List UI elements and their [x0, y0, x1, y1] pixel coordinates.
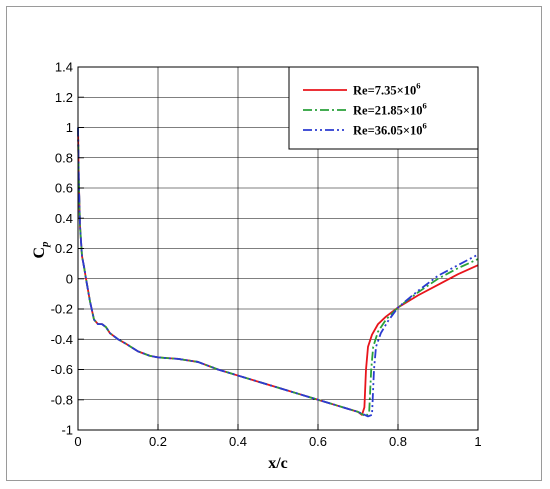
x-tick-label: 0.2: [149, 434, 167, 449]
x-axis-title: x/c: [268, 455, 288, 472]
y-tick-label: 0.4: [55, 211, 73, 226]
x-tick-label: 0.8: [389, 434, 407, 449]
axis-ticks: 0 0.2 0.4 0.6 0.8 1 -1 -0.8 -0.6 -0.4 -0.2 0 0.2 0.4 0…: [51, 60, 482, 450]
y-tick-label: -1: [61, 423, 73, 438]
x-tick-label: 1: [474, 434, 481, 449]
series-line-3: [77, 127, 479, 418]
legend-box: [288, 66, 479, 150]
x-tick-label: 0.4: [229, 434, 247, 449]
legend: Re=7.35×106 Re=21.85×106 Re=36.05×106: [288, 66, 479, 150]
y-tick-label: -0.2: [51, 302, 73, 317]
y-axis-title-subscript: p: [39, 241, 51, 248]
y-tick-label: 0.2: [55, 241, 73, 256]
y-tick-label: 1: [66, 120, 73, 135]
y-tick-label: 0.8: [55, 150, 73, 165]
series-lines: [77, 127, 479, 418]
y-axis-title-main: C: [31, 247, 48, 259]
y-tick-label: 1.4: [55, 60, 73, 75]
y-axis-title: Cp: [31, 241, 51, 259]
y-tick-label: -0.8: [51, 392, 73, 407]
series-line-2: [77, 127, 479, 418]
legend-label-2: Re=21.85×106: [353, 101, 427, 118]
series-line-1: [77, 127, 479, 416]
y-tick-label: 0: [66, 271, 73, 286]
y-tick-label: 0.6: [55, 181, 73, 196]
svg-text:Cp: Cp: [31, 241, 51, 259]
y-tick-label: 1.2: [55, 90, 73, 105]
y-tick-label: -0.6: [51, 362, 73, 377]
x-tick-label: 0.6: [309, 434, 327, 449]
legend-label-1: Re=7.35×106: [353, 81, 420, 98]
y-tick-label: -0.4: [51, 332, 73, 347]
legend-label-3: Re=36.05×106: [353, 121, 427, 138]
x-tick-label: 0: [74, 434, 81, 449]
